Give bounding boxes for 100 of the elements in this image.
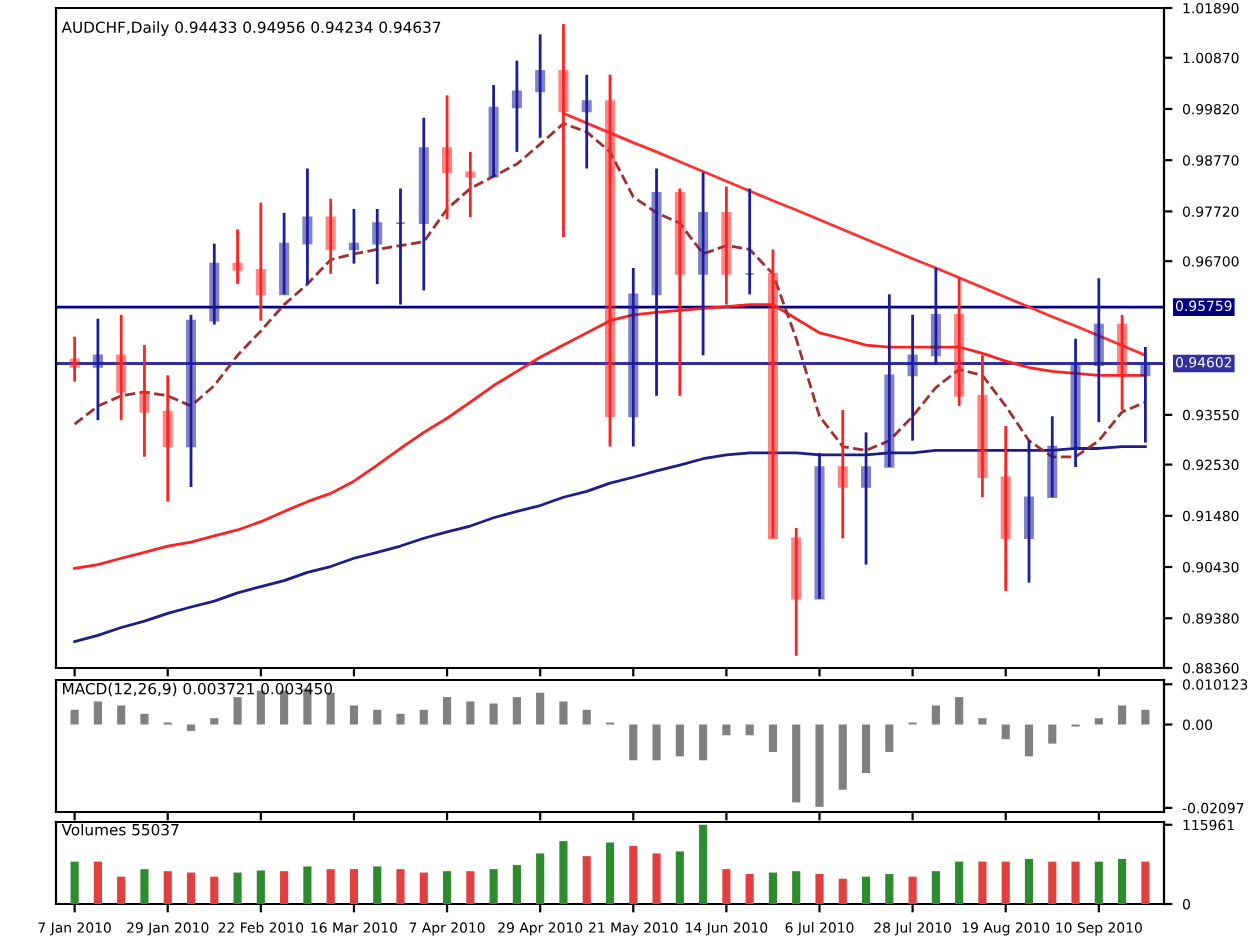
bar xyxy=(1071,861,1080,904)
bar xyxy=(559,701,568,725)
bar xyxy=(675,724,684,757)
bar xyxy=(838,878,847,904)
candlestick xyxy=(907,313,918,443)
bar xyxy=(349,869,359,904)
candlestick xyxy=(814,451,825,601)
candlestick xyxy=(1047,414,1058,499)
bar xyxy=(93,861,102,904)
bar xyxy=(442,697,452,725)
bar xyxy=(675,851,684,904)
bar xyxy=(745,873,754,904)
bar xyxy=(210,718,219,725)
bar xyxy=(1141,861,1150,904)
candlestick xyxy=(651,167,662,398)
candlestick xyxy=(977,353,988,499)
candlestick xyxy=(930,266,941,367)
bar xyxy=(815,873,824,904)
bar xyxy=(349,705,359,725)
line-series xyxy=(73,122,1147,459)
bar xyxy=(582,856,591,904)
candlestick xyxy=(209,242,220,326)
bar xyxy=(489,869,498,904)
bar xyxy=(768,724,778,752)
bar xyxy=(768,872,778,904)
bar xyxy=(1024,724,1034,757)
bar xyxy=(489,703,498,725)
bar xyxy=(186,872,196,904)
bar xyxy=(1094,861,1103,904)
bar xyxy=(1141,709,1150,725)
bar xyxy=(512,865,521,904)
bar xyxy=(978,718,987,725)
bar xyxy=(396,869,405,904)
candlestick xyxy=(488,83,499,179)
bar xyxy=(536,692,545,725)
bar xyxy=(885,873,894,904)
candlestick xyxy=(837,408,848,540)
candlestick xyxy=(372,207,383,286)
candlestick xyxy=(255,201,266,323)
bar xyxy=(1094,718,1103,725)
bar xyxy=(280,871,289,904)
candlestick xyxy=(884,292,895,469)
bar xyxy=(931,705,940,725)
bar xyxy=(163,871,172,904)
bar xyxy=(931,871,940,904)
candlestick xyxy=(348,207,359,265)
bar xyxy=(559,841,568,904)
bar xyxy=(117,876,126,904)
bar xyxy=(652,724,661,761)
bar xyxy=(93,701,102,725)
bar xyxy=(1048,861,1057,904)
bar xyxy=(861,724,871,774)
candlestick xyxy=(69,335,80,384)
candlestick xyxy=(325,197,336,276)
bar xyxy=(885,724,894,752)
bar xyxy=(303,866,312,904)
bar xyxy=(722,869,731,904)
bar xyxy=(326,869,335,904)
bar xyxy=(792,724,801,803)
candlestick xyxy=(791,526,802,658)
bar xyxy=(373,866,382,904)
bar xyxy=(466,871,475,904)
bar xyxy=(140,869,149,904)
bar xyxy=(70,709,79,725)
bar xyxy=(1024,858,1034,904)
bar xyxy=(373,709,382,725)
line-series xyxy=(73,445,1147,644)
bar xyxy=(396,713,405,725)
candlestick xyxy=(185,313,197,489)
candlestick xyxy=(511,59,522,154)
bar xyxy=(326,692,335,725)
bar xyxy=(210,876,219,904)
bar xyxy=(838,724,847,790)
bar xyxy=(699,724,708,761)
bar xyxy=(536,853,545,904)
candlestick xyxy=(465,150,476,219)
bar xyxy=(699,824,708,904)
bar xyxy=(117,705,126,725)
candlestick xyxy=(162,373,173,504)
bar xyxy=(978,861,987,904)
candlestick xyxy=(418,116,429,292)
candlestick xyxy=(861,431,872,566)
candlestick xyxy=(92,317,103,422)
candlestick xyxy=(1140,345,1151,445)
candlestick xyxy=(302,167,313,286)
bar xyxy=(815,724,824,807)
bar xyxy=(1118,705,1127,725)
bar xyxy=(722,724,731,736)
bar xyxy=(70,861,79,904)
bar xyxy=(442,871,452,904)
bar xyxy=(1048,724,1057,744)
candlestick xyxy=(279,211,290,296)
candlestick xyxy=(581,73,592,170)
bar xyxy=(256,690,265,725)
candlestick xyxy=(1093,276,1104,424)
bar xyxy=(582,709,591,725)
candlestick xyxy=(698,171,709,357)
bar xyxy=(233,872,242,904)
candlestick xyxy=(1000,424,1011,593)
bar xyxy=(419,872,428,904)
